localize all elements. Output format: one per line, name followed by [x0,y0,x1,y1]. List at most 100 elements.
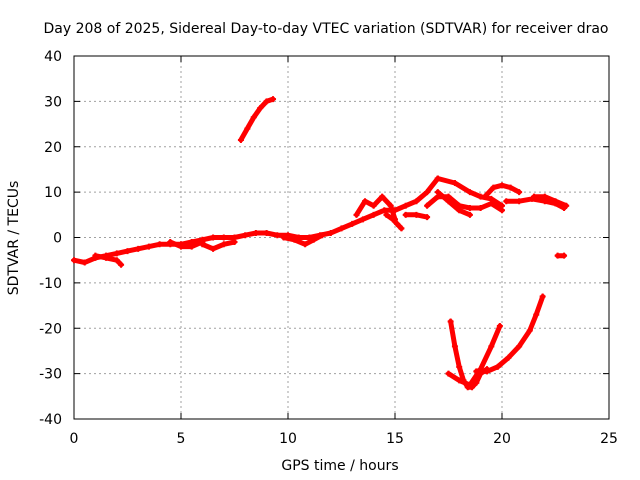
data-point [387,202,394,209]
series-main-trend [71,176,441,265]
data-point [81,259,88,266]
data-point [507,184,514,191]
data-point [445,193,452,200]
data-point [456,377,463,384]
data-point [250,114,257,121]
data-point [466,189,473,196]
data-point [383,211,390,218]
data-point [359,216,366,223]
data-point [413,211,420,218]
data-point [488,343,495,350]
data-point [451,343,458,350]
data-layer [71,96,570,391]
data-point [466,381,473,388]
data-point [466,211,473,218]
data-point [291,236,298,243]
data-point [280,234,287,241]
data-point [257,105,264,112]
chart-title: Day 208 of 2025, Sidereal Day-to-day VTE… [43,21,608,37]
data-point [494,363,501,370]
data-point [103,254,110,261]
data-point [473,368,480,375]
data-point [237,136,244,143]
data-point [263,229,270,236]
data-point [424,214,431,221]
data-point [563,202,570,209]
data-point [402,211,409,218]
data-point [145,243,152,250]
data-point [302,241,309,248]
data-point [370,211,377,218]
data-point [490,184,497,191]
data-point [554,252,561,259]
data-point [327,229,334,236]
y-tick-label: 0 [53,231,62,247]
data-point [499,202,505,209]
data-point [402,202,409,209]
series-dip-segment-b [167,239,205,250]
data-point [451,180,458,187]
data-point [252,229,259,236]
data-point [447,318,454,325]
data-point [488,195,495,202]
series-isolated-9 [238,96,276,143]
data-point [362,198,369,205]
data-point [319,232,326,239]
series-tail-22b [531,194,569,209]
data-point [338,225,345,232]
data-point [516,189,523,196]
data-point [481,193,488,200]
data-point [244,125,251,132]
data-point [199,241,206,248]
data-point [220,241,227,248]
data-point [503,198,510,205]
data-point [274,232,281,239]
y-tick-label: -30 [39,367,62,383]
data-point [270,96,277,103]
data-point [499,182,505,189]
data-point [353,211,360,218]
data-point [156,241,163,248]
y-tick-label: 10 [44,185,62,201]
data-point [466,205,473,212]
data-point [220,234,227,241]
data-point [516,343,523,350]
data-point [516,198,523,205]
data-point [434,193,441,200]
data-point [456,363,463,370]
gridlines [74,56,609,419]
data-point [445,370,452,377]
data-point [370,202,377,209]
data-point [526,327,533,334]
data-point [71,257,77,264]
x-tick-label: 20 [493,431,511,447]
y-tick-label: 20 [44,140,62,156]
data-point [505,354,512,361]
data-point [135,245,142,252]
data-point [413,198,420,205]
data-point [188,243,195,250]
data-point [484,368,491,375]
data-point [434,175,441,182]
data-point [349,220,356,227]
y-tick-label: 30 [44,94,62,110]
data-point [167,239,174,246]
x-tick-label: 5 [177,431,186,447]
y-axis-label: SDTVAR / TECUs [6,181,22,296]
data-point [310,236,317,243]
y-tick-label: 40 [44,49,62,65]
y-tick-label: -10 [39,276,62,292]
x-axis-label: GPS time / hours [281,458,398,474]
data-point [178,243,184,250]
data-point [477,205,484,212]
data-point [92,252,99,259]
data-point [379,193,386,200]
data-point [561,252,568,259]
axis-ticks: 0 5 10 15 20 25 -40 -30 -20 -10 0 10 20 30 40 [39,49,618,447]
data-point [533,311,540,318]
data-point [541,193,548,200]
data-point [539,293,546,300]
data-point [424,189,431,196]
data-point [398,225,405,232]
